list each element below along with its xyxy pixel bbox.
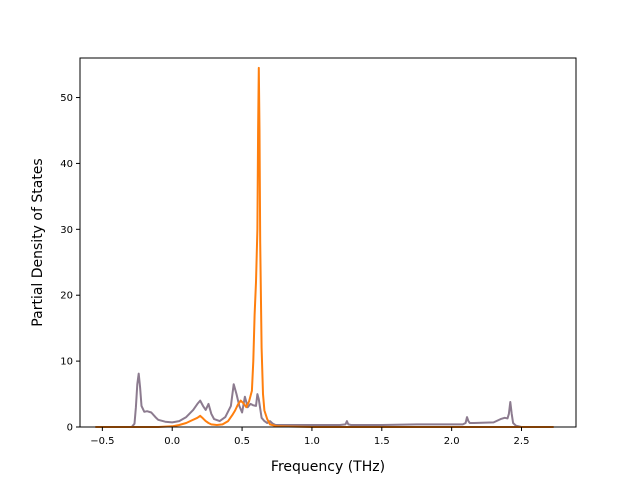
- x-tick-label: 0.0: [164, 436, 180, 447]
- series-line-2: [95, 66, 554, 428]
- y-tick-label: 20: [60, 291, 73, 302]
- x-axis-title: Frequency (THz): [271, 459, 385, 475]
- y-tick-label: 30: [60, 225, 73, 236]
- y-axis-title: Partial Density of States: [30, 158, 46, 326]
- ticks-layer: −0.5 0.0 0.5 1.0 1.5 2.0 2.5 0 10 20 30 40 50: [60, 93, 529, 447]
- y-tick-label: 40: [60, 159, 73, 170]
- plot-frame: [79, 57, 577, 428]
- plot-area: [80, 58, 576, 427]
- y-tick-label: 0: [67, 423, 73, 434]
- x-tick-label: 0.5: [234, 436, 250, 447]
- x-tick-label: 2.5: [514, 436, 530, 447]
- series-layer: [95, 66, 554, 428]
- x-tick-label: −0.5: [90, 436, 114, 447]
- x-tick-label: 1.0: [304, 436, 320, 447]
- x-tick-label: 2.0: [444, 436, 460, 447]
- y-tick-label: 10: [60, 357, 73, 368]
- y-tick-label: 50: [60, 93, 73, 104]
- x-tick-label: 1.5: [374, 436, 390, 447]
- series-line-1: [95, 372, 554, 428]
